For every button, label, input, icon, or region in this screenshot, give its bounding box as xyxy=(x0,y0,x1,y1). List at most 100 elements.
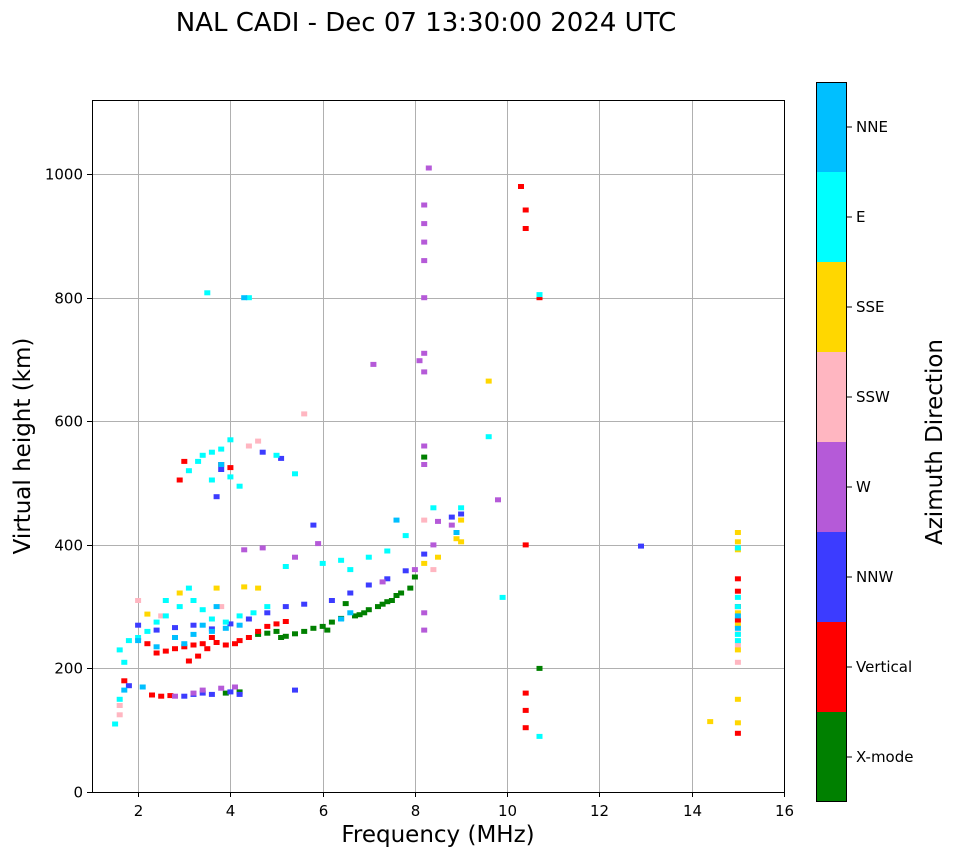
data-point xyxy=(208,628,215,634)
data-point xyxy=(292,554,298,560)
data-point xyxy=(393,517,400,523)
data-point xyxy=(172,693,178,699)
data-point xyxy=(273,628,280,634)
x-tick-label: 16 xyxy=(775,802,794,820)
data-point xyxy=(458,511,465,517)
data-point xyxy=(213,494,220,500)
data-point xyxy=(734,625,741,631)
y-tick-label: 400 xyxy=(54,537,83,555)
data-point xyxy=(734,545,741,551)
data-point xyxy=(536,292,543,298)
y-axis-label: Virtual height (km) xyxy=(10,338,36,555)
data-point xyxy=(121,678,128,684)
colorbar: X-mode Vertical NNW W SSW SSE E NNE xyxy=(816,82,913,802)
data-point xyxy=(347,567,354,573)
colorbar-tick-label: X-mode xyxy=(856,748,913,766)
data-point xyxy=(734,610,741,616)
data-point xyxy=(435,554,441,560)
data-point xyxy=(421,560,428,566)
colorbar-tick-label: Vertical xyxy=(856,658,912,676)
data-point xyxy=(190,598,197,603)
data-point xyxy=(347,610,354,616)
data-point xyxy=(356,612,363,618)
data-point xyxy=(199,452,206,458)
data-point xyxy=(144,611,151,617)
data-point xyxy=(384,576,391,582)
data-point xyxy=(176,604,183,610)
data-point xyxy=(522,207,529,213)
data-point xyxy=(536,665,543,671)
data-point xyxy=(734,613,741,619)
data-point xyxy=(734,539,741,545)
data-point xyxy=(398,590,405,596)
data-point xyxy=(222,625,229,631)
data-point xyxy=(319,560,326,566)
x-axis-ticks: 2 4 6 8 10 12 14 16 xyxy=(134,792,794,820)
data-point xyxy=(232,641,238,647)
data-point xyxy=(421,443,428,449)
data-point xyxy=(190,690,197,696)
data-point xyxy=(310,522,317,528)
data-point xyxy=(421,517,428,523)
data-point xyxy=(176,477,183,483)
colorbar-frame xyxy=(816,82,847,802)
data-point xyxy=(421,295,428,301)
colorbar-tick-label: NNW xyxy=(856,568,893,586)
data-point xyxy=(734,604,741,610)
x-tick-label: 2 xyxy=(134,802,144,820)
data-point xyxy=(185,585,192,591)
data-point xyxy=(638,543,644,549)
data-point xyxy=(522,226,529,231)
data-point xyxy=(282,633,289,639)
data-point xyxy=(402,533,409,539)
series-e xyxy=(112,290,741,739)
data-point xyxy=(135,638,142,644)
data-point xyxy=(365,554,372,560)
x-tick-label: 10 xyxy=(498,802,517,820)
data-point xyxy=(208,616,215,622)
data-point xyxy=(222,642,229,648)
data-point xyxy=(347,590,354,596)
data-point xyxy=(734,594,741,600)
y-tick-label: 600 xyxy=(54,413,83,431)
data-point xyxy=(522,725,529,731)
data-point xyxy=(264,604,271,610)
data-point xyxy=(278,455,285,461)
data-point xyxy=(734,720,741,726)
data-point xyxy=(116,712,123,718)
data-point xyxy=(282,619,289,624)
data-point xyxy=(227,465,234,471)
data-point xyxy=(315,541,322,547)
data-point xyxy=(734,638,741,644)
data-point xyxy=(421,202,428,208)
data-point xyxy=(190,622,197,628)
data-point xyxy=(250,610,257,616)
data-point xyxy=(393,593,400,598)
data-point xyxy=(458,517,465,523)
data-point xyxy=(379,579,386,585)
data-point xyxy=(208,477,215,483)
data-point xyxy=(448,522,455,528)
data-point xyxy=(241,547,248,553)
data-point xyxy=(375,604,381,610)
colorbar-tick-label: SSW xyxy=(856,388,890,406)
data-point xyxy=(199,690,206,696)
data-point xyxy=(121,687,128,693)
data-point xyxy=(379,601,386,607)
data-point xyxy=(255,438,262,444)
data-point xyxy=(227,689,234,695)
data-point xyxy=(172,646,178,652)
data-point xyxy=(495,497,501,503)
data-point xyxy=(734,642,741,648)
data-point xyxy=(158,613,165,619)
data-point xyxy=(264,610,271,616)
data-point xyxy=(208,691,215,697)
y-tick-label: 200 xyxy=(54,660,83,678)
data-point xyxy=(245,295,252,301)
data-point xyxy=(222,619,229,625)
data-point xyxy=(292,687,298,693)
data-point xyxy=(204,646,211,652)
data-point xyxy=(213,585,220,591)
data-point xyxy=(153,644,160,650)
data-point xyxy=(255,631,262,637)
